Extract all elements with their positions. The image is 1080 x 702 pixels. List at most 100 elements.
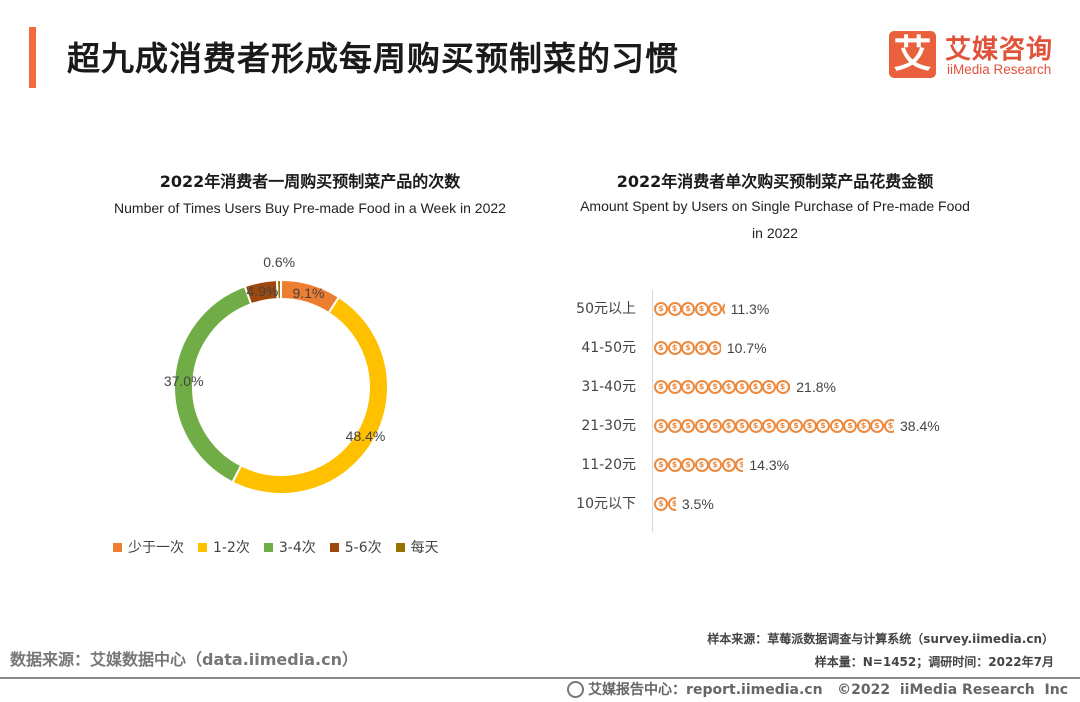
bar-row: 50元以上 $$$$$$ 11.3% (540, 299, 1060, 319)
coin-icon: $ (721, 302, 725, 316)
bar-value-label: 10.7% (726, 340, 767, 356)
coin-icon: $ (694, 419, 709, 433)
iimedia-logo: 艾 艾媒咨询 iiMedia Research (889, 31, 1069, 81)
bar-chart-subtitle-line2: in 2022 (752, 225, 798, 241)
coin-icon: $ (681, 458, 695, 472)
report-center-text: 艾媒报告中心：report.iimedia.cn ©2022 iiMedia R… (588, 682, 1068, 698)
coin-icon: $ (667, 497, 676, 511)
bar-coins: $ $ $ $ $ $ $ $ $ $ $ $ $ $ $ $ $ $ (654, 419, 894, 433)
donut-legend: 少于一次 1-2次 3-4次 5-6次 每天 (113, 537, 439, 557)
coin-icon: $ (654, 380, 668, 394)
bar-value-label: 21.8% (796, 379, 836, 395)
coin-icon: $ (762, 419, 776, 433)
coin-icon: $ (681, 341, 695, 355)
donut-data-label: 37.0% (163, 372, 204, 389)
legend-label: 每天 (410, 540, 439, 556)
globe-icon (567, 680, 585, 698)
coin-icon: $ (721, 419, 736, 433)
coin-icon: $ (735, 380, 749, 394)
coin-icon: $ (843, 419, 857, 433)
coin-icon: $ (721, 458, 736, 472)
donut-data-label: 4.9% (246, 283, 279, 300)
bar-category-label: 50元以上 (576, 301, 636, 317)
legend-swatch (395, 542, 405, 552)
logo-text-cn: 艾媒咨询 (945, 35, 1054, 65)
coin-icon: $ (775, 380, 790, 394)
data-source: 数据来源：艾媒数据中心（data.iimedia.cn） (10, 650, 358, 669)
bar-coins: $$$$$$$$$$$ (654, 380, 791, 394)
coin-icon: $ (694, 302, 709, 316)
bar-coins: $ $ $ $ $ (654, 341, 721, 355)
bar-coins: $$$$$$ (654, 302, 725, 316)
donut-slice-1 (231, 295, 389, 495)
coin-icon: $ (667, 302, 682, 316)
legend-item: 5-6次 (329, 537, 382, 557)
bar-row: 11-20元 $ $ $ $ $ $ $ 14.3% (540, 455, 1060, 475)
bar-category-label: 11-20元 (581, 457, 636, 473)
logo-mark: 艾 (889, 31, 936, 78)
bar-chart-title: 2022年消费者单次购买预制菜产品花费金额 (616, 172, 934, 191)
coin-icon: $ (816, 419, 830, 433)
coin-icon: $ (694, 341, 709, 355)
coin-icon: $ (735, 419, 749, 433)
legend-label: 5-6次 (344, 540, 382, 556)
coin-icon: $ (829, 419, 844, 433)
bar-category-label: 10元以下 (576, 496, 636, 512)
report-center: 艾媒报告中心：report.iimedia.cn ©2022 iiMedia R… (567, 679, 1068, 699)
legend-item: 每天 (395, 537, 439, 557)
legend-swatch (198, 542, 207, 552)
legend-swatch (329, 542, 339, 552)
donut-data-label: 9.1% (292, 285, 325, 302)
coin-icon: $ (694, 380, 709, 394)
donut-chart-title: 2022年消费者一周购买预制菜产品的次数 (159, 172, 461, 191)
coin-icon: $ (708, 380, 722, 394)
coin-icon: $ (667, 380, 682, 394)
logo-text-en: iiMedia Research (947, 62, 1052, 77)
legend-swatch (263, 542, 273, 552)
bar-chart-subtitle-line1: Amount Spent by Users on Single Purchase… (580, 198, 970, 214)
bar-row: 21-30元 $ $ $ $ $ $ $ $ $ $ $ $ $ $ $ $ $ $ 38.4% (540, 416, 1060, 436)
coin-icon: $ (870, 419, 884, 433)
bar-coins: $ $ $ $ $ $ $ (654, 458, 744, 472)
legend-item: 1-2次 (198, 537, 250, 557)
coin-icon: $ (667, 341, 682, 355)
coin-icon: $ (654, 341, 668, 355)
legend-label: 3-4次 (278, 540, 316, 556)
bar-value-label: 11.3% (730, 301, 770, 317)
sample-info: 样本量：N=1452；调研时间：2022年7月 (814, 655, 1054, 669)
bar-value-label: 38.4% (900, 418, 940, 434)
coin-icon: $ (654, 458, 668, 472)
coin-icon: $ (708, 458, 722, 472)
legend-label: 1-2次 (213, 540, 250, 556)
coin-icon: $ (667, 458, 682, 472)
donut-data-label: 0.6% (263, 253, 296, 270)
coin-icon: $ (775, 419, 790, 433)
bar-value-label: 14.3% (749, 457, 790, 473)
title-accent-bar (29, 27, 36, 88)
coin-icon: $ (802, 419, 817, 433)
bar-row: 41-50元 $ $ $ $ $10.7% (540, 338, 1060, 358)
coin-icon: $ (654, 302, 668, 316)
coin-icon: $ (681, 380, 695, 394)
donut-data-label: 48.4% (345, 427, 386, 444)
coin-icon: $ (708, 341, 721, 355)
footer-divider (0, 677, 1080, 679)
bar-chart-subtitle: Amount Spent by Users on Single Purchase… (520, 193, 1030, 247)
page-title: 超九成消费者形成每周购买预制菜的习惯 (67, 39, 679, 78)
bar-category-axis (652, 290, 653, 532)
bar-row: 31-40元 $$$$$$$$$$$ 21.8% (540, 377, 1060, 397)
coin-icon: $ (708, 302, 722, 316)
coin-icon: $ (721, 380, 736, 394)
bar-category-label: 21-30元 (581, 418, 636, 434)
coin-icon: $ (694, 458, 709, 472)
sample-source: 样本来源：草莓派数据调查与计算系统（survey.iimedia.cn） (707, 632, 1054, 646)
coin-icon: $ (789, 380, 791, 394)
legend-swatch (113, 542, 122, 552)
coin-icon: $ (748, 419, 763, 433)
legend-item: 少于一次 (113, 537, 184, 557)
coin-icon: $ (681, 302, 695, 316)
legend-label: 少于一次 (128, 540, 184, 556)
coin-icon: $ (762, 380, 776, 394)
bar-category-label: 41-50元 (581, 340, 636, 356)
coin-icon: $ (856, 419, 871, 433)
